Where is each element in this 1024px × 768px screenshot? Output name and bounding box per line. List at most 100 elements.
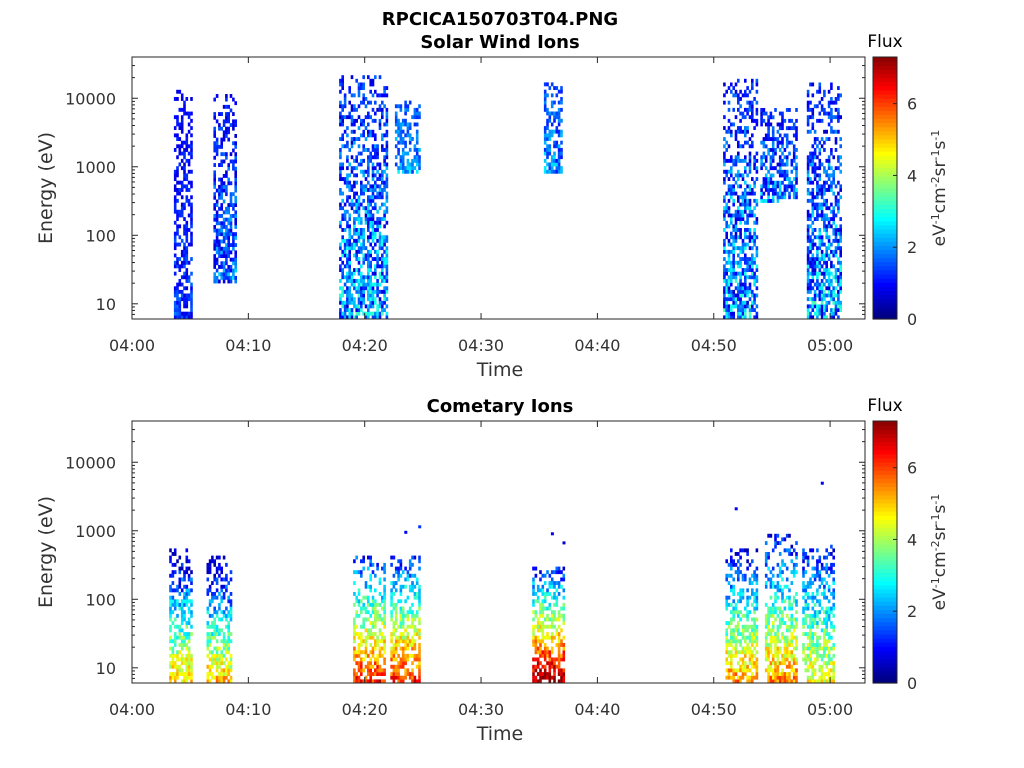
flux-cell xyxy=(383,668,386,673)
flux-cell xyxy=(816,657,819,662)
flux-cell xyxy=(206,632,210,636)
flux-cell xyxy=(809,198,812,203)
flux-cell xyxy=(229,632,233,636)
colorbar-step xyxy=(873,81,897,87)
flux-cell xyxy=(171,581,175,585)
flux-cell xyxy=(229,279,233,284)
flux-cell xyxy=(376,148,379,152)
flux-cell xyxy=(367,599,370,604)
flux-cell xyxy=(369,679,372,684)
flux-cell xyxy=(378,282,382,287)
flux-cell xyxy=(218,272,221,277)
flux-cell xyxy=(371,155,375,160)
flux-cell xyxy=(560,672,563,676)
flux-cell xyxy=(790,653,794,658)
flux-cell xyxy=(399,664,403,669)
flux-cell xyxy=(748,264,752,269)
flux-cell xyxy=(771,581,775,585)
flux-cell xyxy=(169,617,172,622)
flux-cell xyxy=(781,621,784,625)
flux-cell xyxy=(755,632,759,636)
flux-cell xyxy=(809,632,812,636)
flux-cell xyxy=(383,264,386,269)
flux-cell xyxy=(415,107,419,112)
flux-cell xyxy=(385,173,389,178)
flux-cell xyxy=(816,249,819,254)
flux-cell xyxy=(557,147,561,152)
flux-cell xyxy=(778,566,782,571)
flux-cell xyxy=(806,675,810,680)
flux-cell xyxy=(746,300,749,305)
flux-cell xyxy=(734,155,738,160)
flux-cell xyxy=(550,581,554,585)
flux-cell xyxy=(364,286,368,291)
flux-cell xyxy=(390,617,393,622)
flux-cell xyxy=(346,126,349,130)
flux-cell xyxy=(734,610,738,615)
flux-cell xyxy=(371,198,375,203)
flux-cell xyxy=(339,118,342,123)
flux-cell xyxy=(739,289,742,294)
flux-cell xyxy=(560,166,563,170)
flux-cell xyxy=(816,643,819,647)
flux-cell xyxy=(211,632,214,636)
flux-cell xyxy=(762,118,766,123)
flux-cell xyxy=(546,133,549,138)
x-tick-label: 04:30 xyxy=(458,336,504,355)
flux-cell xyxy=(171,552,175,556)
flux-cell xyxy=(392,628,396,633)
flux-cell xyxy=(183,169,186,174)
flux-cell xyxy=(185,653,189,658)
flux-cell xyxy=(362,82,365,87)
flux-cell xyxy=(397,118,400,123)
flux-cell xyxy=(832,155,835,160)
flux-cell xyxy=(788,643,791,647)
flux-cell xyxy=(734,602,738,607)
flux-cell xyxy=(171,599,175,604)
flux-cell xyxy=(225,624,228,629)
flux-cell xyxy=(771,158,775,163)
flux-cell xyxy=(176,286,179,291)
flux-cell xyxy=(818,148,822,152)
flux-cell xyxy=(225,268,228,273)
flux-cell xyxy=(748,581,752,585)
flux-cell xyxy=(548,581,552,585)
flux-cell xyxy=(827,613,831,618)
flux-cell xyxy=(737,289,740,294)
flux-cell xyxy=(178,315,182,320)
flux-cell xyxy=(532,675,535,680)
flux-cell xyxy=(562,621,566,625)
flux-cell xyxy=(785,133,789,138)
flux-cell xyxy=(227,221,230,226)
flux-cell xyxy=(225,584,228,589)
flux-cell xyxy=(811,191,815,196)
flux-cell xyxy=(562,635,566,640)
flux-cell xyxy=(804,552,808,556)
flux-cell xyxy=(764,199,768,203)
flux-cell xyxy=(234,243,237,247)
flux-cell xyxy=(730,632,733,636)
flux-cell xyxy=(792,661,796,666)
flux-cell xyxy=(771,115,775,120)
flux-cell xyxy=(755,78,759,83)
colorbar-step xyxy=(873,224,897,230)
flux-cell xyxy=(229,675,233,680)
flux-cell xyxy=(346,155,349,160)
flux-cell xyxy=(823,180,826,185)
flux-cell xyxy=(790,624,794,629)
flux-cell xyxy=(827,100,831,105)
flux-cell xyxy=(229,159,233,164)
flux-cell xyxy=(187,566,191,571)
flux-cell xyxy=(348,271,351,276)
flux-cell xyxy=(832,570,835,575)
colorbar-step xyxy=(873,261,897,267)
flux-cell xyxy=(381,253,384,258)
flux-cell xyxy=(401,122,405,127)
flux-cell xyxy=(811,166,815,171)
flux-cell xyxy=(357,304,361,309)
flux-cell xyxy=(832,664,835,669)
flux-cell xyxy=(378,206,382,211)
flux-cell xyxy=(830,562,833,567)
flux-cell xyxy=(760,158,763,163)
